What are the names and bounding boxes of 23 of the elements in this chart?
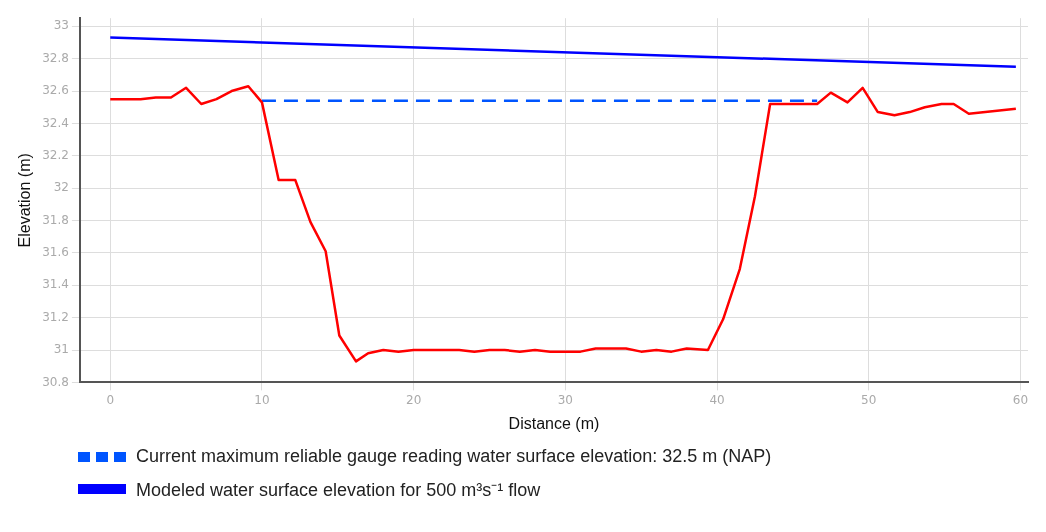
y-axis-title: Elevation (m) bbox=[16, 153, 34, 248]
y-tick-label: 32.8 bbox=[42, 50, 69, 65]
legend-label: Modeled water surface elevation for 500 m³s⁻¹ flow bbox=[136, 479, 541, 501]
x-tick-label: 40 bbox=[709, 392, 725, 407]
x-axis-title: Distance (m) bbox=[508, 414, 600, 432]
y-tick-label: 32.6 bbox=[42, 83, 69, 98]
x-tick-label: 0 bbox=[106, 392, 115, 407]
x-tick-label: 60 bbox=[1012, 392, 1029, 407]
y-tick-label: 33 bbox=[53, 18, 69, 33]
y-tick-label: 31 bbox=[53, 342, 69, 357]
y-tick-label: 31.2 bbox=[42, 309, 69, 324]
legend-label: Current maximum reliable gauge reading water surface elevation: 32.5 m (NAP) bbox=[136, 446, 772, 467]
y-tick-label: 32.2 bbox=[42, 147, 69, 162]
y-tick-label: 30.8 bbox=[42, 374, 69, 389]
x-tick-label: 30 bbox=[557, 392, 573, 407]
x-tick-label: 50 bbox=[861, 392, 877, 407]
x-tick-label: 20 bbox=[406, 392, 422, 407]
y-tick-label: 32 bbox=[53, 180, 69, 195]
y-tick-label: 31.8 bbox=[42, 212, 69, 227]
y-tick-label: 31.4 bbox=[42, 277, 69, 292]
x-tick-label: 10 bbox=[254, 392, 270, 407]
y-tick-label: 32.4 bbox=[42, 115, 69, 130]
y-tick-label: 31.6 bbox=[42, 245, 69, 260]
